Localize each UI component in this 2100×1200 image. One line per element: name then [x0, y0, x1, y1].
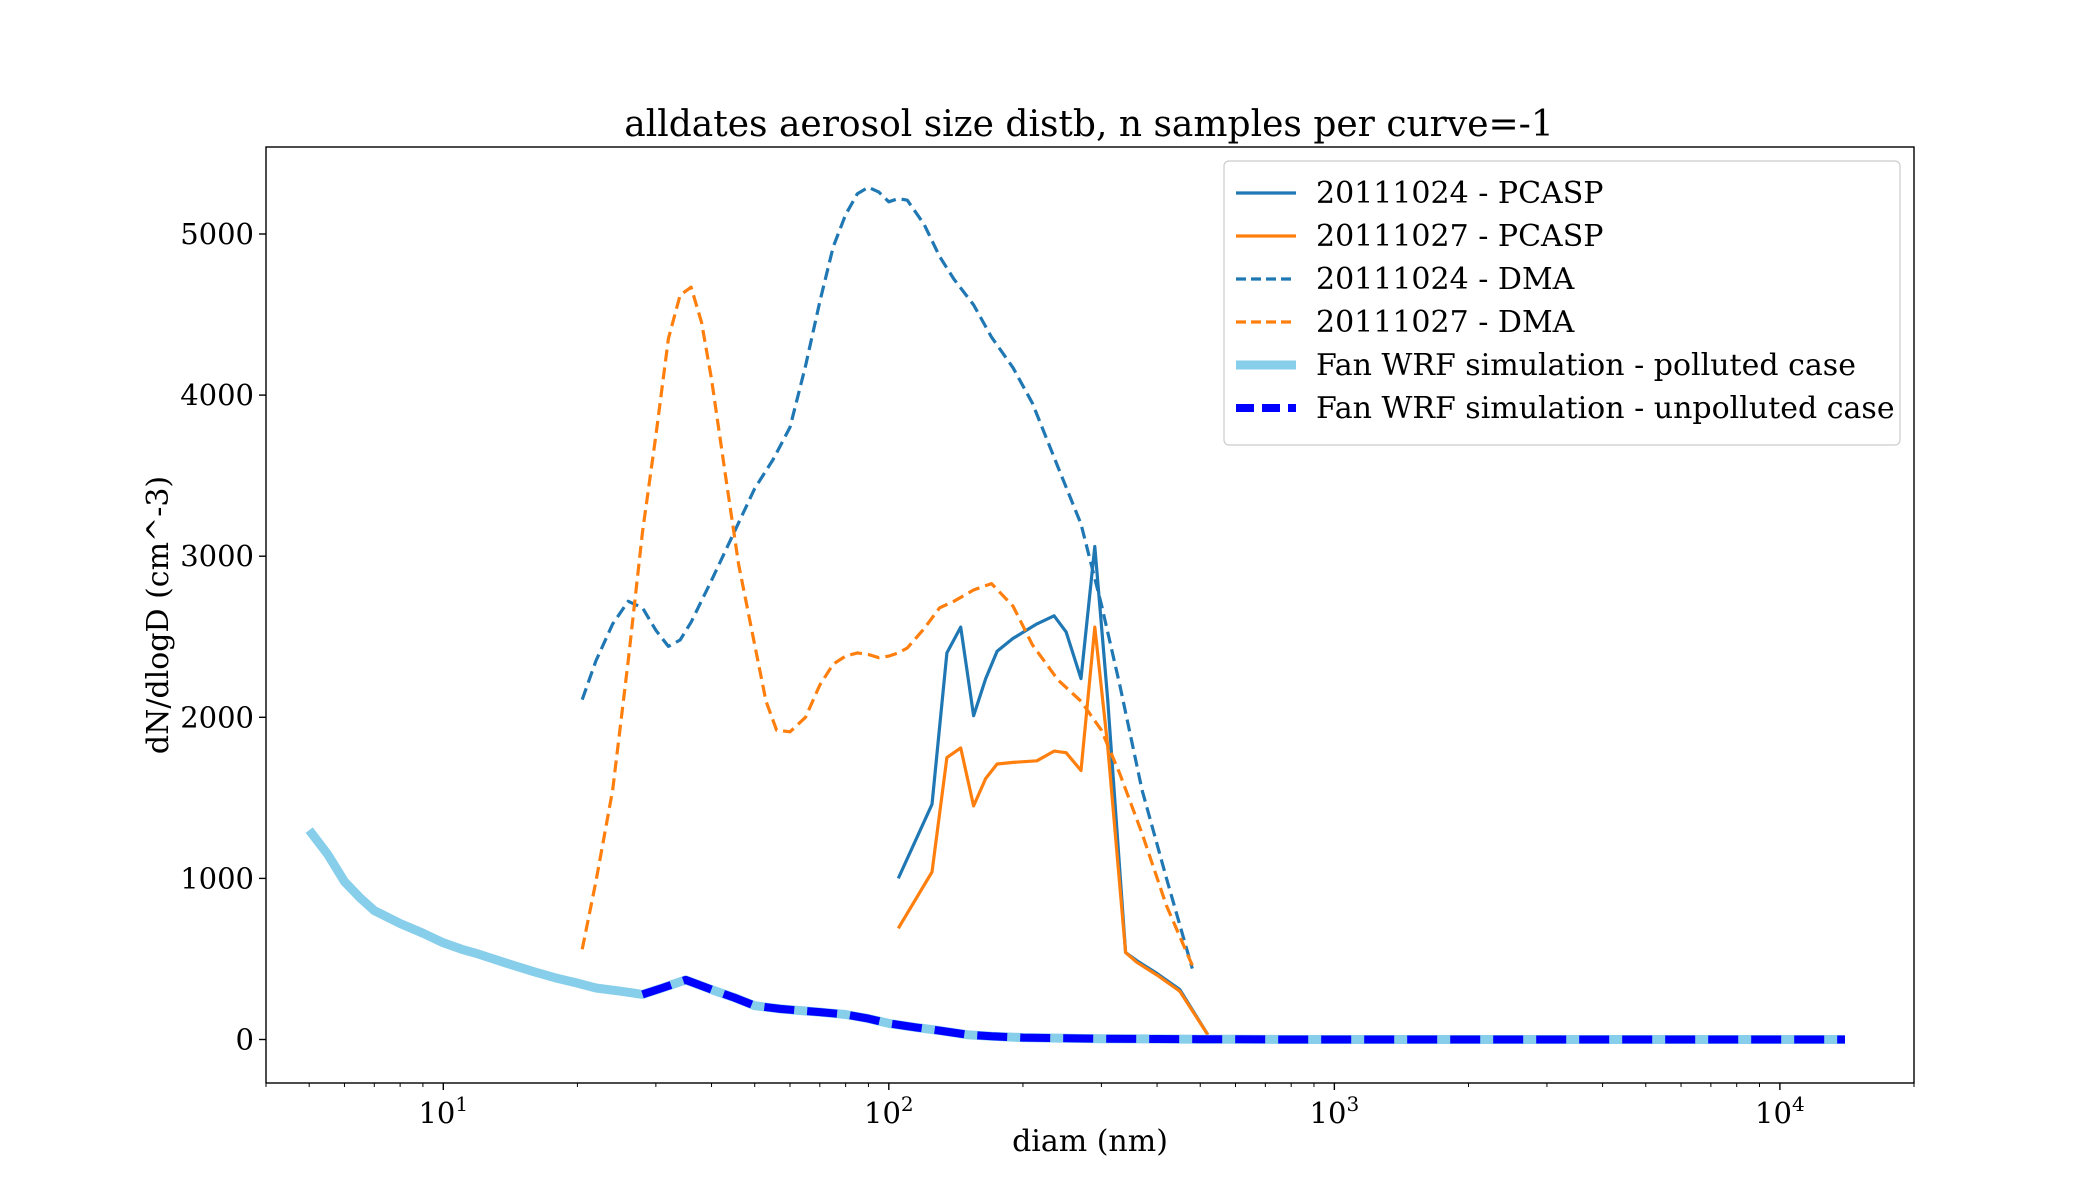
y-tick-label: 4000: [180, 378, 254, 412]
y-tick-label: 2000: [180, 700, 254, 734]
series-line-fan-wrf-simulation-polluted-case: [305, 827, 1845, 1044]
legend-label: 20111027 - PCASP: [1316, 219, 1603, 254]
legend-label: 20111024 - DMA: [1316, 262, 1575, 297]
chart-title: alldates aerosol size distb, n samples p…: [624, 104, 1554, 145]
y-tick-label: 1000: [180, 861, 254, 895]
ticks-layer: 0 1000 2000 3000 4000 5000 101 102 103 104: [180, 217, 1915, 1130]
x-tick-label: 104: [1755, 1092, 1805, 1130]
legend-box: [1223, 160, 1901, 446]
x-axis-label: diam (nm): [1012, 1124, 1168, 1159]
series-line-20111027-pcasp: [896, 625, 1210, 1036]
x-tick-label: 102: [864, 1092, 914, 1130]
series-line-20111024-pcasp: [896, 544, 1210, 1036]
y-tick-label: 0: [236, 1023, 254, 1057]
series-layer: [305, 185, 1845, 1044]
x-tick-label: 103: [1310, 1092, 1360, 1130]
plot-area-frame: [265, 146, 1915, 1084]
series-line-20111024-dma: [580, 185, 1194, 970]
x-tick-label: 101: [418, 1092, 468, 1130]
legend-label: 20111027 - DMA: [1316, 305, 1575, 340]
y-tick-label: 5000: [180, 217, 254, 251]
series-line-20111027-dma: [580, 285, 1194, 967]
y-axis-label: dN/dlogD (cm^-3): [141, 476, 176, 754]
legend-label: Fan WRF simulation - polluted case: [1316, 348, 1856, 383]
y-tick-label: 3000: [180, 539, 254, 573]
legend-label: 20111024 - PCASP: [1316, 176, 1603, 211]
legend: 20111024 - PCASP 20111027 - PCASP 20111024…: [1223, 160, 1901, 446]
series-line-fan-wrf-simulation-unpolluted-case: [641, 975, 1845, 1044]
legend-label: Fan WRF simulation - unpolluted case: [1316, 391, 1895, 426]
